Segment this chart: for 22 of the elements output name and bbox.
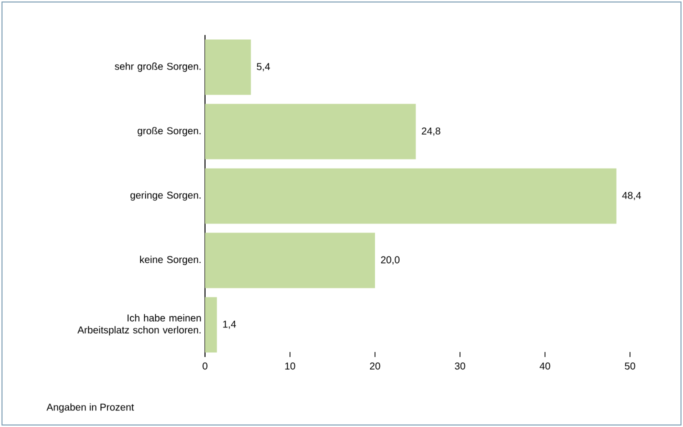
bar <box>205 104 416 160</box>
data-label: 5,4 <box>256 63 270 72</box>
y-tick-label: keine Sorgen. <box>140 256 201 266</box>
x-tick-label: 0 <box>202 362 208 370</box>
y-tick-label: große Sorgen. <box>138 126 201 136</box>
bar <box>205 168 616 224</box>
data-label: 48,4 <box>622 192 642 200</box>
bar <box>205 40 251 95</box>
x-tick-label: 30 <box>454 362 466 370</box>
bar <box>205 297 217 352</box>
y-tick-label: Ich habe meinen Arbeitsplatz schon verloren. <box>77 314 201 336</box>
bar <box>205 232 376 288</box>
data-label: 1,4 <box>223 320 236 329</box>
y-tick-label: sehr große Sorgen. <box>114 62 201 72</box>
x-tick-label: 50 <box>624 362 636 370</box>
text: Angaben in Prozent <box>46 403 134 413</box>
x-tick-label: 10 <box>285 362 296 370</box>
x-tick-label: 40 <box>540 362 550 370</box>
data-label: 20,0 <box>381 256 400 265</box>
data-label: 24,8 <box>422 127 440 136</box>
x-tick-label: 20 <box>370 362 380 370</box>
y-tick-label: geringe Sorgen. <box>130 191 201 201</box>
